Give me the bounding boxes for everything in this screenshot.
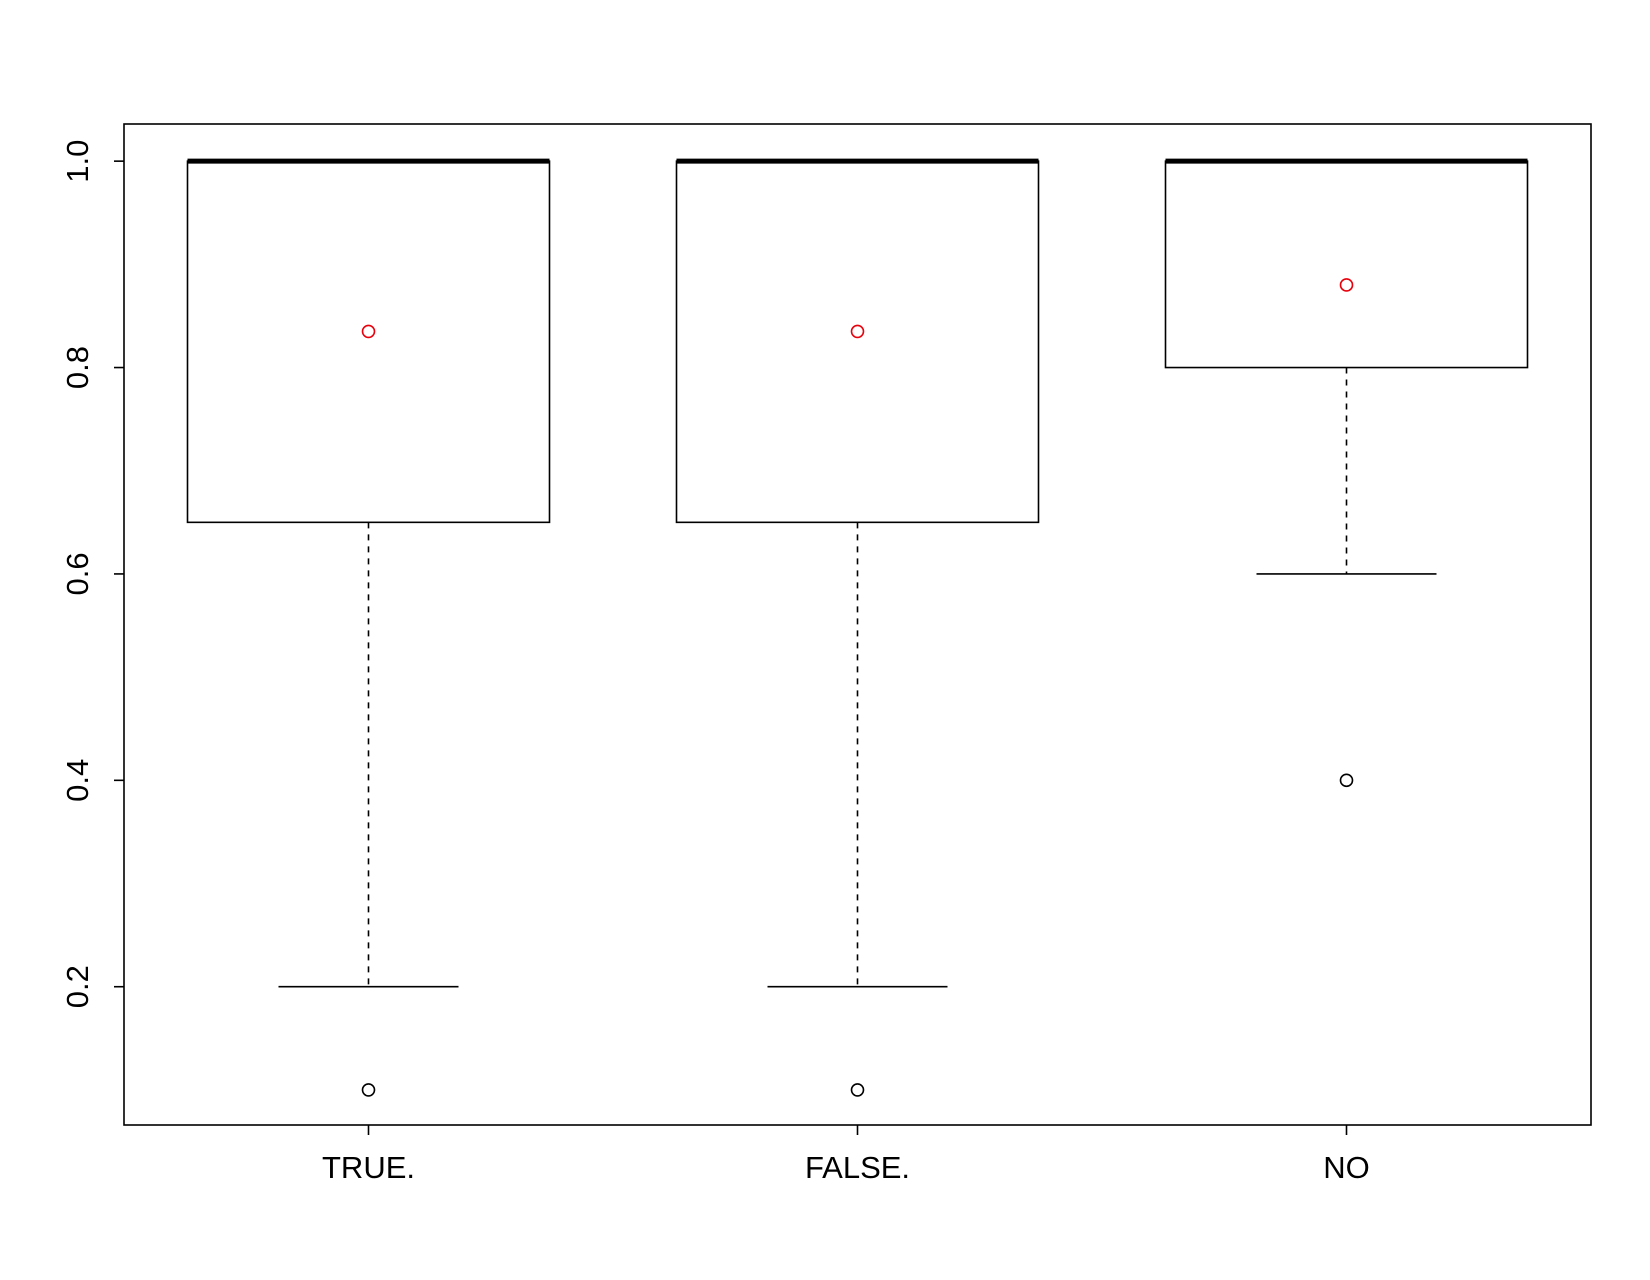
box-group: TRUE. <box>186 158 551 1185</box>
mean-marker <box>361 324 376 339</box>
y-tick-label: 0.4 <box>60 759 95 802</box>
box-group: NO <box>1164 158 1529 1185</box>
x-tick-label: TRUE. <box>322 1150 415 1185</box>
y-tick-label: 1.0 <box>60 140 95 183</box>
mean-marker <box>850 324 865 339</box>
y-tick-label: 0.8 <box>60 346 95 389</box>
x-tick-label: NO <box>1323 1150 1370 1185</box>
box-group: FALSE. <box>675 158 1040 1185</box>
x-tick-label: FALSE. <box>805 1150 910 1185</box>
y-tick-label: 0.2 <box>60 965 95 1008</box>
box <box>1164 160 1529 369</box>
outlier-point <box>361 1083 376 1097</box>
plot-frame <box>123 123 1592 1126</box>
box <box>186 160 551 524</box>
box <box>675 160 1040 524</box>
outlier-point <box>850 1083 865 1097</box>
outlier-point <box>1339 773 1354 788</box>
y-tick-label: 0.6 <box>60 552 95 595</box>
mean-marker <box>1339 278 1354 292</box>
